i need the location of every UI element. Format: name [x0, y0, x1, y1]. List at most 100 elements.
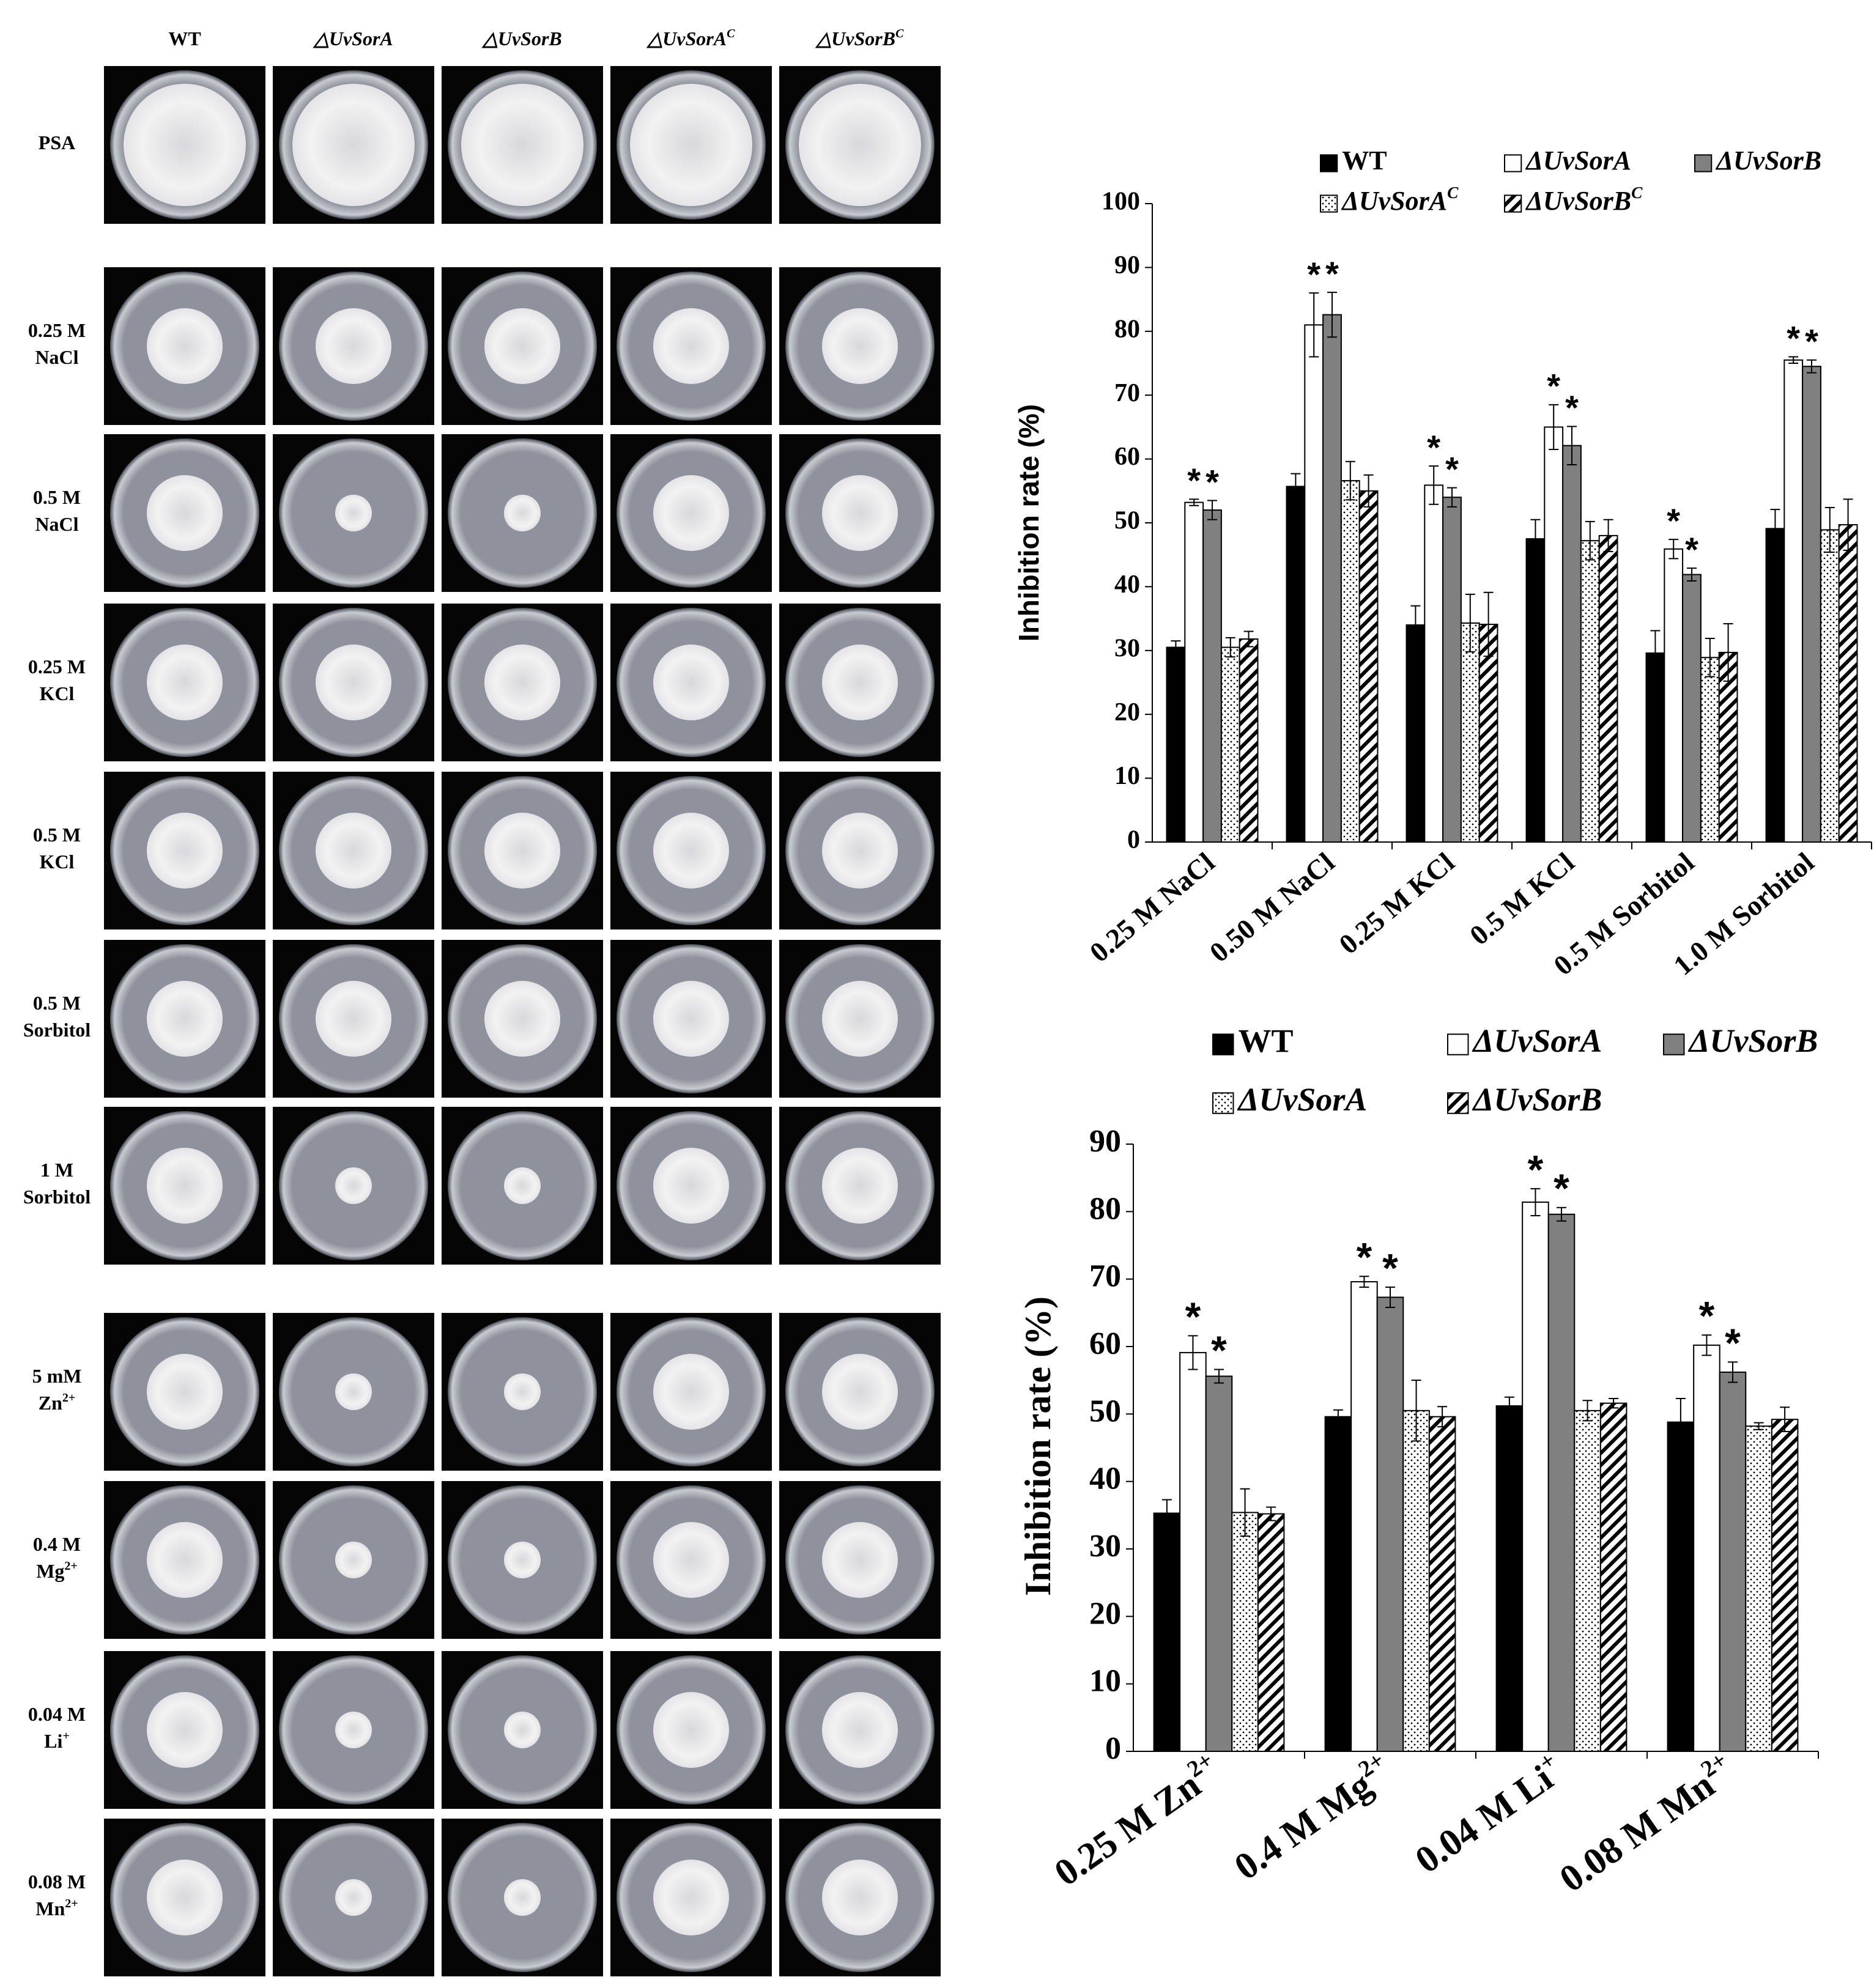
column-header: △UvSorBC [815, 27, 905, 50]
column-header-main: △UvSorA [646, 28, 727, 50]
x-tick-label-main: 0.25 M Zn [1047, 1764, 1208, 1894]
bar [1838, 524, 1858, 843]
row-label-main: NaCl [35, 346, 78, 368]
row-label: 0.4 M [33, 1533, 81, 1555]
legend-label-main: ΔUvSorB [1715, 146, 1821, 176]
colony [653, 981, 729, 1057]
legend-label: ΔUvSorA [1237, 1081, 1367, 1118]
error-bar [1687, 567, 1697, 582]
error-bar [1609, 1397, 1619, 1409]
legend-label: WT [1238, 1022, 1293, 1059]
legend-label-main: ΔUvSorA [1341, 186, 1447, 216]
row-label: KCl [40, 682, 75, 704]
colony [504, 1712, 541, 1748]
x-tick-label-main: 0.25 M NaCl [1084, 846, 1221, 968]
row-label: 0.04 M [28, 1703, 86, 1725]
bar [1645, 652, 1665, 843]
error-bar [1411, 1380, 1421, 1442]
error-bar [1309, 292, 1319, 358]
row-label: Mn2+ [35, 1897, 78, 1920]
bar [1765, 528, 1785, 843]
bar [1664, 548, 1684, 843]
error-bar [1207, 500, 1217, 520]
row-label: KCl [40, 851, 75, 873]
significance-mark: * [1787, 319, 1800, 357]
bar [1205, 1375, 1233, 1752]
error-bar [1333, 1409, 1343, 1424]
significance-mark: * [1211, 1328, 1227, 1373]
bar [1231, 1512, 1259, 1752]
error-bar [1788, 356, 1799, 364]
error-bar [1754, 1422, 1764, 1430]
significance-mark: * [1325, 254, 1339, 293]
row-label-main: 5 mM [32, 1365, 82, 1387]
colony [461, 84, 583, 206]
row-label-main: Sorbitol [23, 1019, 91, 1041]
colony [653, 1860, 729, 1935]
significance-mark: * [1307, 255, 1320, 294]
legend-label: ΔUvSorA [1525, 146, 1631, 176]
bar [1442, 497, 1462, 843]
colony [335, 1542, 372, 1578]
error-bar [1291, 473, 1301, 500]
row-label-main: Sorbitol [23, 1186, 91, 1208]
colony [335, 1373, 372, 1410]
column-header-sup: C [727, 27, 735, 40]
row-label-main: 0.5 M [33, 992, 81, 1014]
significance-mark: * [1699, 1293, 1715, 1339]
column-header-main: △UvSorB [815, 28, 896, 50]
y-tick-label: 50 [1114, 507, 1140, 535]
colony [504, 1542, 541, 1578]
bar [1580, 540, 1600, 843]
column-header-main: △UvSorA [313, 28, 393, 50]
bar [1522, 1201, 1549, 1753]
row-label-main: 0.5 M [33, 824, 81, 846]
y-tick-label: 70 [1089, 1259, 1121, 1294]
legend-label: ΔUvSorBC [1525, 183, 1643, 216]
error-bar [1723, 623, 1733, 682]
colony [630, 84, 752, 206]
colony [316, 813, 391, 889]
bar [1771, 1419, 1799, 1752]
error-bar [1437, 1406, 1448, 1428]
bar [1322, 314, 1342, 843]
legend-swatch [1447, 1033, 1469, 1055]
colony [147, 308, 223, 384]
row-label-main: Mn [35, 1897, 65, 1920]
bar [1153, 1512, 1181, 1753]
colony [124, 84, 246, 206]
error-bar [1807, 359, 1817, 374]
error-bar [1728, 1361, 1738, 1383]
error-bar [1189, 498, 1199, 506]
legend-swatch [1504, 154, 1522, 172]
error-bar [1483, 591, 1494, 657]
colony [335, 1879, 372, 1916]
bar [1286, 486, 1306, 843]
colony [822, 813, 898, 889]
row-label-sup: + [62, 1729, 69, 1743]
bar [1544, 426, 1564, 843]
bar [1820, 529, 1840, 843]
row-label: 0.08 M [28, 1871, 86, 1893]
legend-label: ΔUvSorB [1687, 1022, 1818, 1059]
colony [653, 1148, 729, 1224]
error-bar [1668, 539, 1679, 560]
error-bar [1567, 426, 1577, 465]
x-tick-label: 0.25 M KCl [1333, 846, 1460, 960]
bar [1562, 445, 1582, 843]
legend-label-main: ΔUvSorA [1472, 1022, 1602, 1059]
x-tick-label: 0.08 M Mn2+ [1550, 1747, 1743, 1901]
significance-mark: * [1805, 322, 1818, 361]
column-header-sup: C [895, 27, 904, 40]
y-tick-label: 100 [1102, 188, 1140, 216]
colony [147, 645, 223, 720]
row-label: Li+ [44, 1729, 70, 1753]
significance-mark: * [1382, 1245, 1398, 1290]
legend-label: ΔUvSorAC [1341, 183, 1459, 216]
bar [1667, 1421, 1695, 1752]
row-label: 0.5 M [33, 824, 81, 846]
y-tick-label: 0 [1127, 826, 1140, 854]
y-axis-label: Inhibition rate (%) [1018, 1296, 1058, 1596]
bar [1257, 1513, 1285, 1753]
bar [1406, 624, 1426, 843]
